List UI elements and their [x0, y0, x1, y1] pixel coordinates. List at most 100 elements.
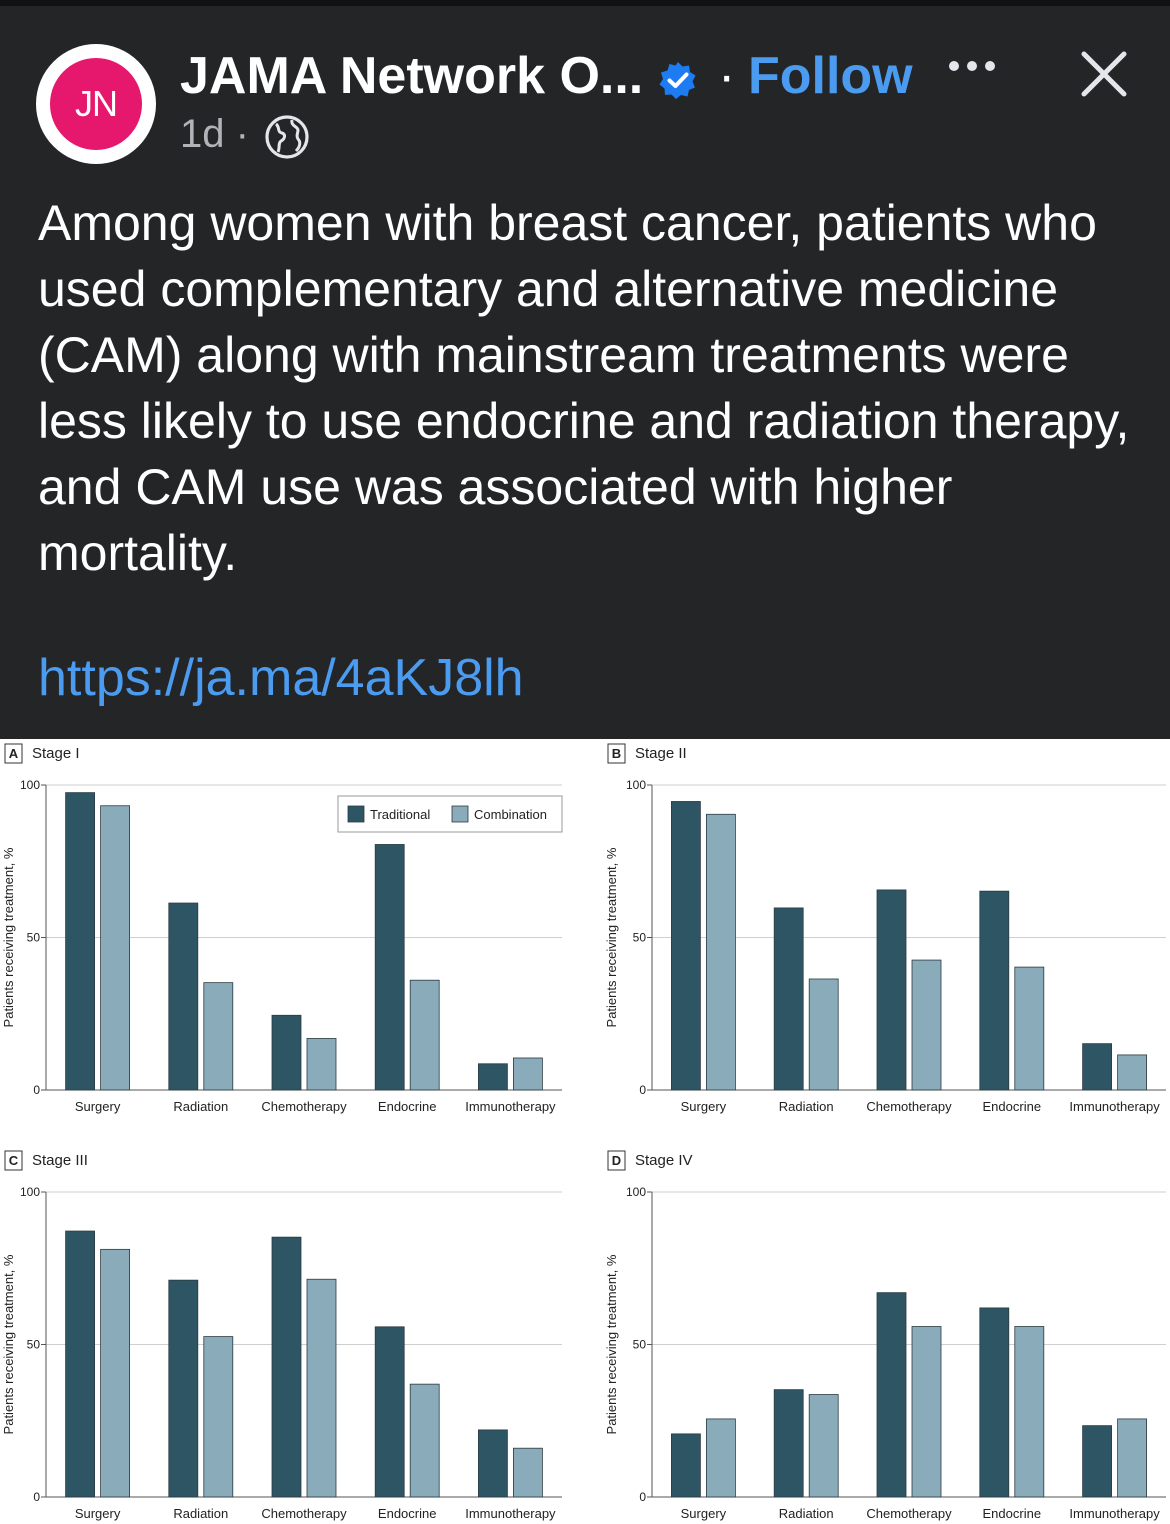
y-tick-label: 100	[20, 1185, 40, 1199]
y-tick-label: 0	[639, 1490, 646, 1504]
panel-title: Stage I	[32, 745, 80, 762]
globe-icon	[265, 115, 309, 159]
x-tick-label: Immunotherapy	[465, 1506, 556, 1521]
y-tick-label: 50	[27, 931, 41, 945]
bar-combination-immunotherapy	[1117, 1054, 1147, 1091]
close-icon[interactable]	[1080, 50, 1128, 98]
bar-combination-chemotherapy	[306, 1038, 337, 1091]
y-tick-label: 50	[633, 931, 647, 945]
legend-label-combination: Combination	[474, 807, 547, 822]
legend-swatch-combination	[451, 805, 469, 823]
x-tick-label: Radiation	[173, 1506, 228, 1521]
x-tick-label: Immunotherapy	[1069, 1099, 1160, 1114]
post-timestamp: 1d ·	[180, 112, 249, 156]
y-axis-label: Patients receiving treatment, %	[604, 1254, 619, 1434]
y-tick-label: 0	[639, 1083, 646, 1097]
bar-traditional-surgery	[65, 1230, 95, 1498]
bar-traditional-endocrine	[374, 844, 405, 1091]
bar-combination-endocrine	[1014, 966, 1045, 1091]
bar-traditional-surgery	[65, 792, 95, 1091]
bar-combination-endocrine	[1014, 1326, 1045, 1498]
x-tick-label: Endocrine	[378, 1099, 437, 1114]
panel-title: Stage II	[635, 745, 687, 762]
bar-charts-figure: A Stage I 0 50 100 Patients receiving treatme…	[1, 743, 1166, 1521]
post-text: Among women with breast cancer, patients…	[38, 195, 1130, 581]
x-tick-label: Surgery	[681, 1506, 727, 1521]
verified-icon	[659, 62, 696, 99]
bar-combination-radiation	[203, 982, 234, 1091]
y-tick-label: 100	[20, 778, 40, 792]
bar-traditional-endocrine	[979, 890, 1010, 1091]
top-border	[0, 0, 1170, 6]
bar-combination-radiation	[808, 1394, 839, 1498]
y-tick-label: 100	[626, 778, 646, 792]
x-tick-label: Chemotherapy	[866, 1099, 952, 1114]
more-icon[interactable]	[946, 50, 998, 80]
y-axis-label: Patients receiving treatment, %	[1, 1254, 16, 1434]
bar-traditional-endocrine	[979, 1307, 1010, 1498]
post-header: JN JAMA Network O... · Follow 1d ·	[0, 0, 1170, 180]
panel-letter: A	[9, 746, 19, 761]
chart-panel-b: B Stage II 0 50 100 Patients receiving treatm…	[604, 743, 1166, 1114]
y-tick-label: 50	[27, 1338, 41, 1352]
separator-dot: ·	[718, 47, 736, 105]
bar-combination-surgery	[100, 805, 130, 1091]
figure-panel[interactable]: A Stage I 0 50 100 Patients receiving treatme…	[0, 739, 1170, 1524]
y-tick-label: 50	[633, 1338, 647, 1352]
y-tick-label: 0	[33, 1490, 40, 1504]
legend-box	[337, 795, 563, 833]
x-tick-label: Immunotherapy	[1069, 1506, 1160, 1521]
x-tick-label: Radiation	[779, 1506, 834, 1521]
bar-traditional-chemotherapy	[271, 1236, 302, 1498]
bar-traditional-immunotherapy	[477, 1063, 508, 1091]
x-tick-label: Surgery	[681, 1099, 727, 1114]
x-tick-label: Surgery	[75, 1506, 121, 1521]
bar-traditional-radiation	[168, 902, 199, 1091]
y-tick-label: 100	[626, 1185, 646, 1199]
panel-letter-box	[4, 743, 23, 764]
bar-combination-radiation	[203, 1336, 234, 1498]
panel-title: Stage IV	[635, 1152, 693, 1169]
bar-traditional-surgery	[671, 801, 701, 1091]
bar-traditional-chemotherapy	[876, 889, 907, 1091]
bar-combination-immunotherapy	[513, 1057, 543, 1091]
bar-combination-endocrine	[409, 979, 440, 1091]
bar-traditional-surgery	[671, 1433, 701, 1498]
bar-combination-endocrine	[409, 1383, 440, 1498]
panel-title: Stage III	[32, 1152, 88, 1169]
legend-swatch-traditional	[347, 805, 365, 823]
bar-traditional-immunotherapy	[477, 1429, 508, 1498]
panel-letter: C	[9, 1153, 19, 1168]
avatar[interactable]: JN	[36, 44, 156, 164]
bar-traditional-endocrine	[374, 1326, 405, 1498]
panel-letter: D	[612, 1153, 621, 1168]
bar-combination-chemotherapy	[911, 959, 942, 1091]
legend-label-traditional: Traditional	[370, 807, 430, 822]
bar-combination-radiation	[808, 978, 839, 1091]
bar-combination-surgery	[100, 1248, 130, 1498]
bar-combination-chemotherapy	[306, 1278, 337, 1498]
bar-traditional-chemotherapy	[876, 1292, 907, 1498]
panel-letter-box	[607, 743, 626, 764]
bar-traditional-radiation	[168, 1279, 199, 1498]
bar-combination-chemotherapy	[911, 1326, 942, 1498]
follow-button[interactable]: Follow	[748, 47, 913, 105]
panel-letter-box	[4, 1150, 23, 1171]
post-link[interactable]: https://ja.ma/4aKJ8lh	[38, 649, 524, 707]
x-tick-label: Radiation	[173, 1099, 228, 1114]
bar-combination-surgery	[706, 813, 736, 1091]
bar-traditional-immunotherapy	[1082, 1425, 1112, 1498]
bar-traditional-radiation	[773, 1389, 804, 1498]
x-tick-label: Chemotherapy	[866, 1506, 952, 1521]
x-tick-label: Chemotherapy	[261, 1506, 347, 1521]
x-tick-label: Endocrine	[983, 1506, 1042, 1521]
avatar-logo: JN	[50, 58, 142, 150]
bar-combination-immunotherapy	[513, 1447, 543, 1498]
panel-letter-box	[607, 1150, 626, 1171]
bar-traditional-radiation	[773, 907, 804, 1091]
x-tick-label: Endocrine	[378, 1506, 437, 1521]
author-name[interactable]: JAMA Network O...	[180, 47, 644, 105]
y-tick-label: 0	[33, 1083, 40, 1097]
bar-traditional-immunotherapy	[1082, 1043, 1112, 1091]
x-tick-label: Endocrine	[983, 1099, 1042, 1114]
